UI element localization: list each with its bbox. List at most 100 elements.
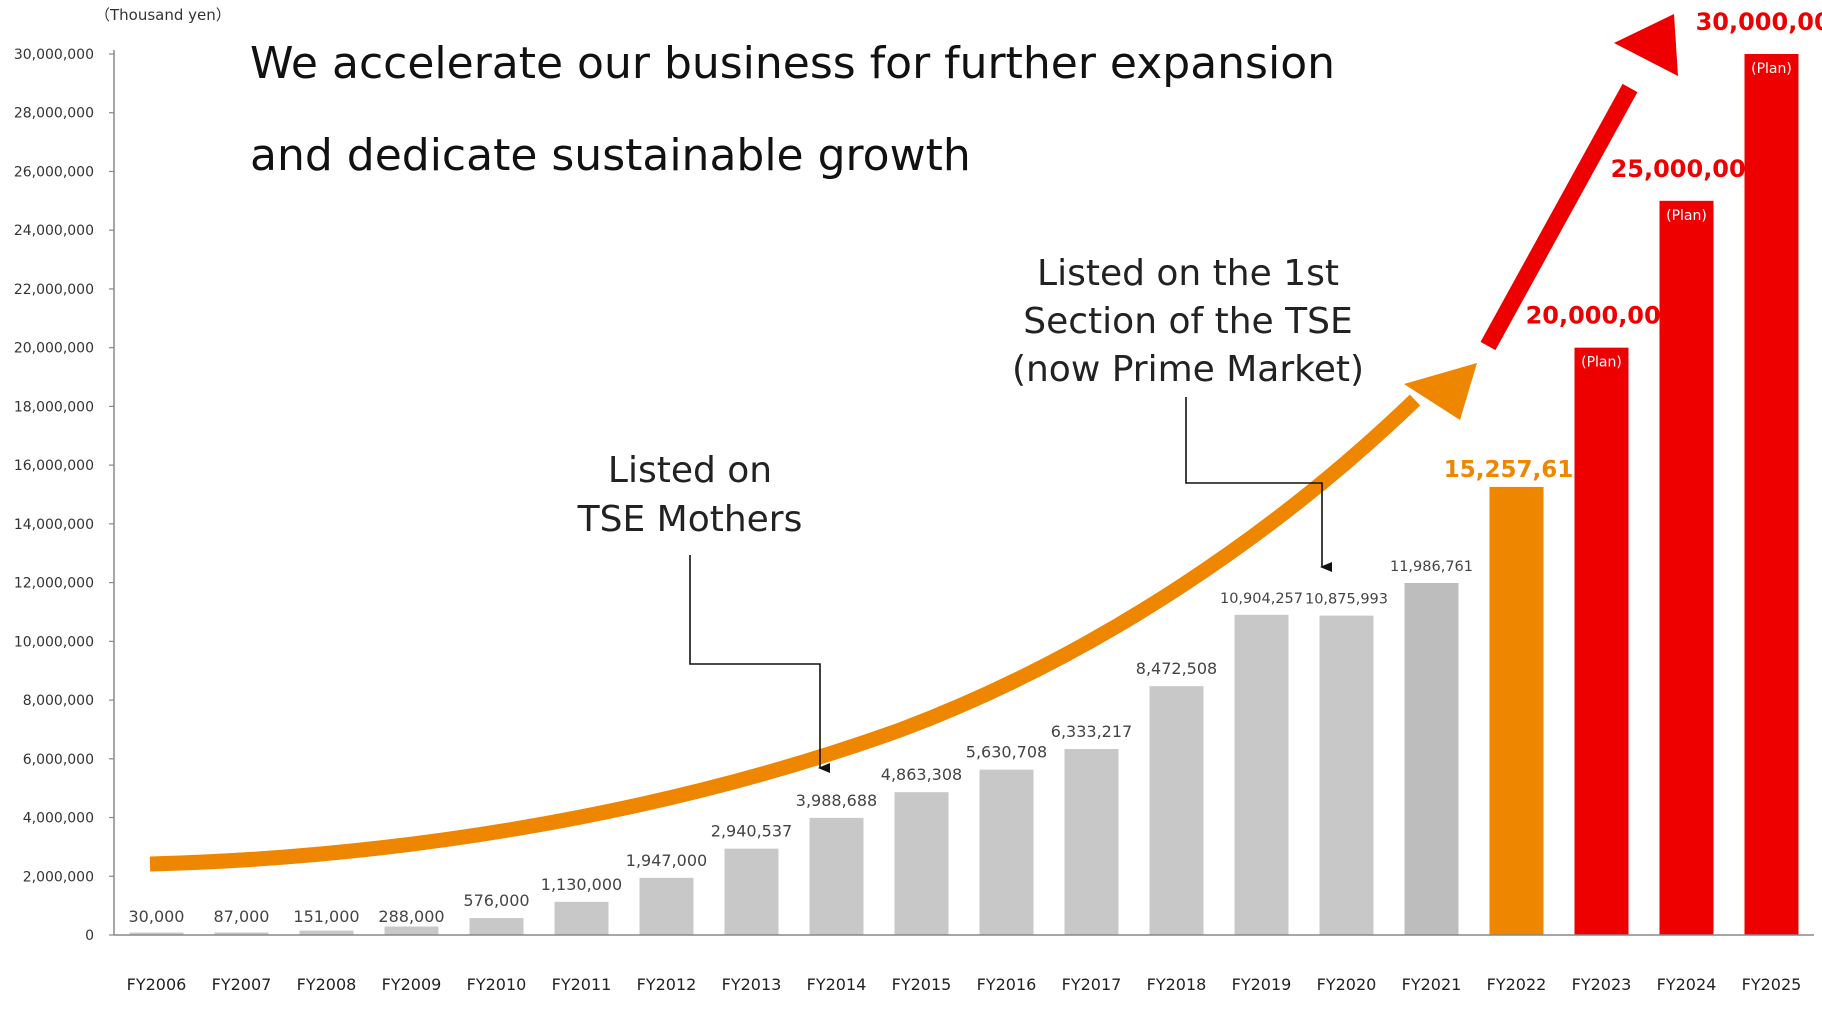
x-tick-label: FY2011 (552, 975, 612, 994)
y-tick-label: 6,000,000 (23, 752, 94, 768)
callout-line-fy2014 (689, 555, 830, 773)
unit-label: （Thousand yen） (95, 6, 231, 24)
value-label: 10,904,257 (1220, 591, 1303, 607)
y-tick-label: 16,000,000 (14, 458, 94, 474)
orange-growth-arrow-shaft (149, 394, 1421, 872)
x-axis: FY2006 FY2007 FY2008 FY2009 FY2010 FY2011 FY20… (114, 934, 1814, 994)
y-tick-label: 30,000,000 (14, 47, 94, 63)
bars: 30,000 87,000 151,000 288,000 576,000 1,130,0… (129, 8, 1822, 936)
value-label: 20,000,000 (1526, 302, 1678, 330)
bar-fy2015 (894, 792, 949, 935)
x-tick-label: FY2006 (127, 975, 187, 994)
value-label: 11,986,761 (1390, 559, 1473, 575)
bar-fy2008 (299, 930, 354, 935)
x-tick-label: FY2019 (1232, 975, 1292, 994)
x-tick-label: FY2009 (382, 975, 442, 994)
value-label: 3,988,688 (796, 791, 877, 810)
y-tick-label: 14,000,000 (14, 517, 94, 533)
bar-fy2006 (129, 932, 184, 935)
value-label: 1,947,000 (626, 851, 707, 870)
y-tick-label: 2,000,000 (23, 869, 94, 885)
value-label: 10,875,993 (1305, 592, 1388, 608)
red-growth-arrow-shaft (1480, 83, 1638, 351)
y-tick-label: 20,000,000 (14, 341, 94, 357)
value-label: 15,257,617 (1444, 457, 1590, 483)
bar-fy2021 (1404, 582, 1459, 935)
value-label: 8,472,508 (1136, 659, 1217, 678)
y-axis: 0 2,000,000 4,000,000 6,000,000 8,000,000 10,… (14, 47, 115, 944)
value-label: 1,130,000 (541, 875, 622, 894)
annotation-tse-mothers-line: TSE Mothers (577, 499, 803, 540)
x-tick-label: FY2012 (637, 975, 697, 994)
bar-fy2025 (1744, 54, 1799, 935)
x-tick-label: FY2008 (297, 975, 357, 994)
annotation-tse-mothers-line: Listed on (608, 450, 772, 491)
y-tick-label: 18,000,000 (14, 399, 94, 415)
bar-fy2012 (639, 877, 694, 935)
y-tick-label: 4,000,000 (23, 811, 94, 827)
headline-line-2: and dedicate sustainable growth (250, 130, 971, 181)
value-label: 288,000 (378, 907, 444, 926)
x-tick-label: FY2024 (1657, 975, 1717, 994)
y-tick-label: 12,000,000 (14, 576, 94, 592)
x-tick-label: FY2017 (1062, 975, 1122, 994)
trend-arrows (149, 14, 1678, 872)
value-label: 2,940,537 (711, 822, 792, 841)
plan-label: (Plan) (1666, 208, 1707, 224)
annotation-prime-market-line: Section of the TSE (1023, 301, 1352, 342)
value-label: 6,333,217 (1051, 722, 1132, 741)
bar-fy2007 (214, 932, 269, 935)
x-tick-label: FY2025 (1742, 975, 1802, 994)
bar-fy2024 (1659, 200, 1714, 936)
plan-label: (Plan) (1751, 61, 1792, 77)
value-label: 30,000,000 (1696, 8, 1822, 36)
x-tick-label: FY2016 (977, 975, 1037, 994)
bar-fy2019 (1234, 614, 1289, 935)
x-tick-label: FY2007 (212, 975, 272, 994)
x-tick-label: FY2013 (722, 975, 782, 994)
x-tick-label: FY2021 (1402, 975, 1462, 994)
annotation-prime-market-line: (now Prime Market) (1012, 349, 1364, 390)
x-tick-label: FY2020 (1317, 975, 1377, 994)
x-tick-label: FY2023 (1572, 975, 1632, 994)
y-tick-label: 22,000,000 (14, 282, 94, 298)
headline-line-1: We accelerate our business for further e… (250, 38, 1335, 89)
x-tick-label: FY2022 (1487, 975, 1547, 994)
bar-fy2014 (809, 817, 864, 935)
value-label: 25,000,000 (1611, 155, 1763, 183)
annotations: Listed on TSE Mothers Listed on the 1st Sec… (577, 253, 1364, 773)
y-tick-label: 28,000,000 (14, 106, 94, 122)
y-tick-label: 26,000,000 (14, 164, 94, 180)
bar-fy2017 (1064, 749, 1119, 935)
y-tick-label: 10,000,000 (14, 634, 94, 650)
annotation-prime-market-line: Listed on the 1st (1037, 253, 1339, 294)
x-tick-label: FY2014 (807, 975, 867, 994)
bar-fy2009 (384, 926, 439, 935)
value-label: 151,000 (293, 907, 359, 926)
callout-line-fy2020 (1185, 397, 1332, 572)
y-tick-label: 0 (85, 928, 94, 944)
value-label: 5,630,708 (966, 743, 1047, 762)
bar-fy2018 (1149, 686, 1204, 935)
red-growth-arrowhead (1614, 14, 1678, 76)
chart-title: We accelerate our business for further e… (250, 38, 1335, 181)
value-label: 30,000 (129, 907, 185, 926)
bar-fy2020 (1319, 615, 1374, 935)
bar-fy2011 (554, 901, 609, 935)
bar-fy2016 (979, 769, 1034, 935)
orange-growth-arrowhead (1404, 363, 1477, 420)
bar-fy2010 (469, 918, 524, 935)
value-label: 87,000 (214, 907, 270, 926)
plan-label: (Plan) (1581, 355, 1622, 371)
bar-fy2013 (724, 848, 779, 935)
x-tick-label: FY2018 (1147, 975, 1207, 994)
value-label: 576,000 (463, 891, 529, 910)
bar-fy2023 (1574, 347, 1629, 936)
bar-fy2022 (1489, 486, 1544, 935)
x-tick-label: FY2015 (892, 975, 952, 994)
x-tick-label: FY2010 (467, 975, 527, 994)
y-tick-label: 24,000,000 (14, 223, 94, 239)
value-label: 4,863,308 (881, 765, 962, 784)
y-tick-label: 8,000,000 (23, 693, 94, 709)
